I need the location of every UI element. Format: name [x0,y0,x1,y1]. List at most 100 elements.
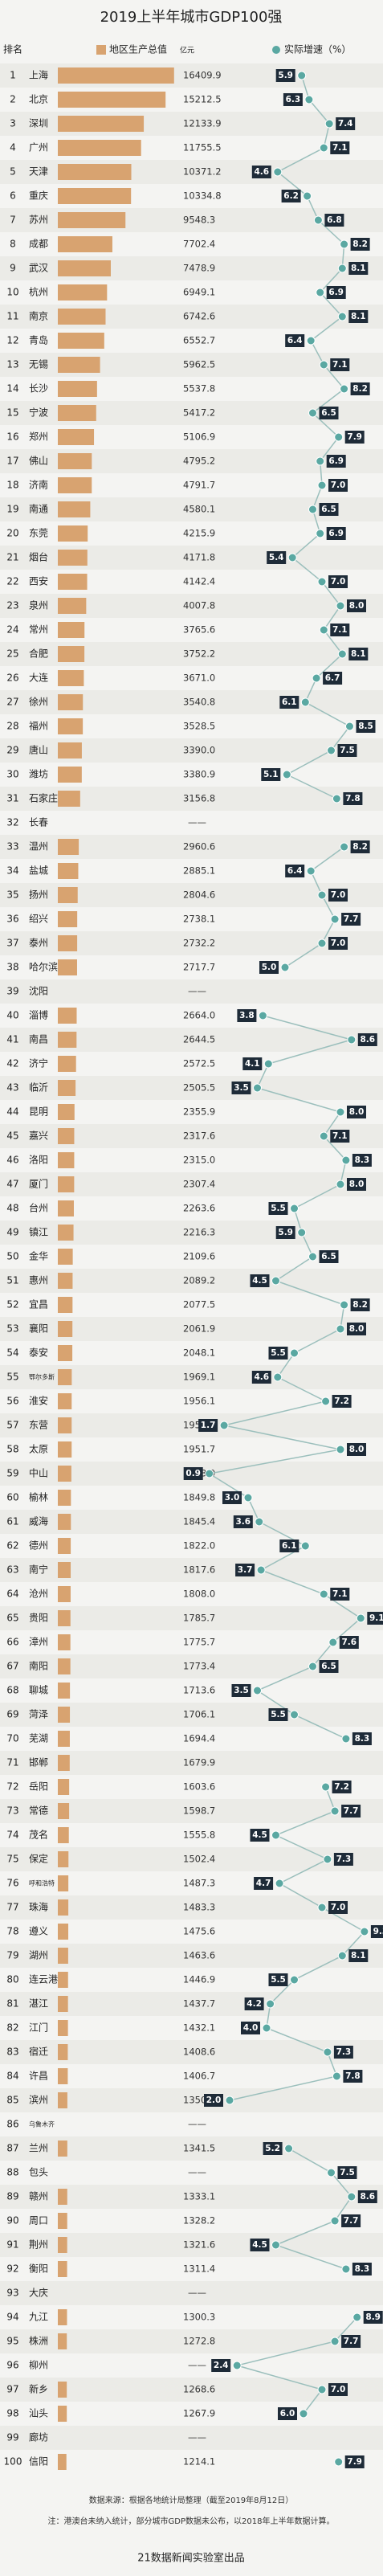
city-label: 茂名 [29,1829,48,1841]
rank: 5 [10,166,16,178]
growth-label-box [330,1130,350,1143]
growth-dot [332,2071,341,2081]
rank: 25 [6,648,18,660]
growth-dot [341,2264,351,2274]
value-label: 2307.4 [183,1179,215,1190]
city-label: 扬州 [29,889,48,901]
growth-label-box [330,624,350,636]
rank: 100 [4,2456,22,2468]
value-label: 1773.4 [183,1661,215,1672]
growth-dot [340,384,349,394]
bar [58,1779,70,1795]
rank: 44 [6,1106,18,1118]
growth-label: 8.5 [358,722,373,731]
bar [58,1321,73,1337]
growth-label-box [268,1202,288,1215]
growth-dot [317,577,327,587]
growth-dot [284,2144,294,2153]
growth-label-box [268,1347,288,1360]
rank: 65 [6,1613,18,1624]
growth-dot [312,673,321,683]
rank: 84 [6,2071,18,2082]
growth-label-box [347,1323,366,1335]
rank: 93 [6,2288,18,2299]
growth-label: 8.2 [352,239,368,249]
city-label: 乌鲁木齐 [29,2120,55,2128]
city-label: 宿迁 [29,2046,48,2058]
growth-dot [360,1927,369,1936]
growth-label: 7.9 [347,2457,362,2467]
rank: 9 [10,263,16,274]
growth-label: 5.5 [271,1204,286,1213]
value-label: 1321.6 [183,2239,215,2251]
growth-label: 4.7 [256,1879,271,1888]
value-label: 5106.9 [183,431,215,443]
value-label: 2089.2 [183,1275,215,1286]
growth-label-box [341,2335,361,2348]
city-label: 南京 [29,310,48,322]
rank: 96 [6,2360,18,2371]
growth-dot [317,890,327,900]
rank: 91 [6,2239,18,2251]
rank: 85 [6,2095,18,2106]
growth-label: 7.2 [334,1396,349,1406]
bar [58,284,108,301]
bar [58,2261,67,2277]
rank: 71 [6,1757,18,1768]
rank: 88 [6,2167,18,2178]
growth-label-box [319,1250,339,1263]
growth-label-box [235,1564,255,1576]
growth-label-box [279,1539,299,1552]
growth-dot [347,2192,357,2202]
city-label: 东营 [29,1420,48,1431]
value-label: 3380.9 [183,769,215,780]
city-label: 合肥 [29,648,48,660]
bar [58,2141,67,2157]
bar [58,164,132,180]
legend-label: 实际增速（%） [284,43,351,55]
bar [58,694,84,710]
missing-label: —— [188,2360,206,2371]
rank: 94 [6,2312,18,2323]
growth-dot [255,1517,264,1527]
bar [58,2454,67,2470]
growth-dot [319,360,328,370]
rank: 58 [6,1444,18,1455]
growth-dot [328,1638,338,1647]
growth-label-box [233,1515,253,1528]
bar [58,622,85,638]
bar [58,1731,70,1747]
bar [58,1152,75,1168]
growth-label-box [343,2070,363,2083]
value-label: 10371.2 [183,166,222,178]
growth-dot [356,1613,365,1623]
rank: 61 [6,1516,18,1527]
bar [58,1249,73,1265]
value-label: 1956.1 [183,1396,215,1407]
rank: 16 [6,431,18,443]
rank: 74 [6,1830,18,1841]
growth-label: 6.2 [283,191,299,201]
rank: 49 [6,1227,18,1238]
growth-label-box [251,1371,271,1384]
growth-label-box [183,1467,203,1480]
growth-dot [297,1228,307,1237]
growth-label: 2.4 [214,2361,229,2370]
growth-label-box [328,1901,348,1914]
rank: 56 [6,1396,18,1407]
rank: 70 [6,1733,18,1744]
rank: 8 [10,239,16,250]
value-label: 10334.8 [183,190,222,202]
city-label: 淮安 [29,1395,48,1407]
growth-label: 5.5 [271,1975,286,1985]
rank: 24 [6,624,18,636]
bar [58,911,78,927]
growth-dot [317,938,327,948]
city-label: 赣州 [29,2191,48,2202]
growth-dot [340,842,349,852]
city-label: 绍兴 [29,914,48,925]
rank: 57 [6,1420,18,1431]
growth-label-box [285,865,305,877]
city-label: 郑州 [29,431,48,443]
rank: 3 [10,118,16,129]
